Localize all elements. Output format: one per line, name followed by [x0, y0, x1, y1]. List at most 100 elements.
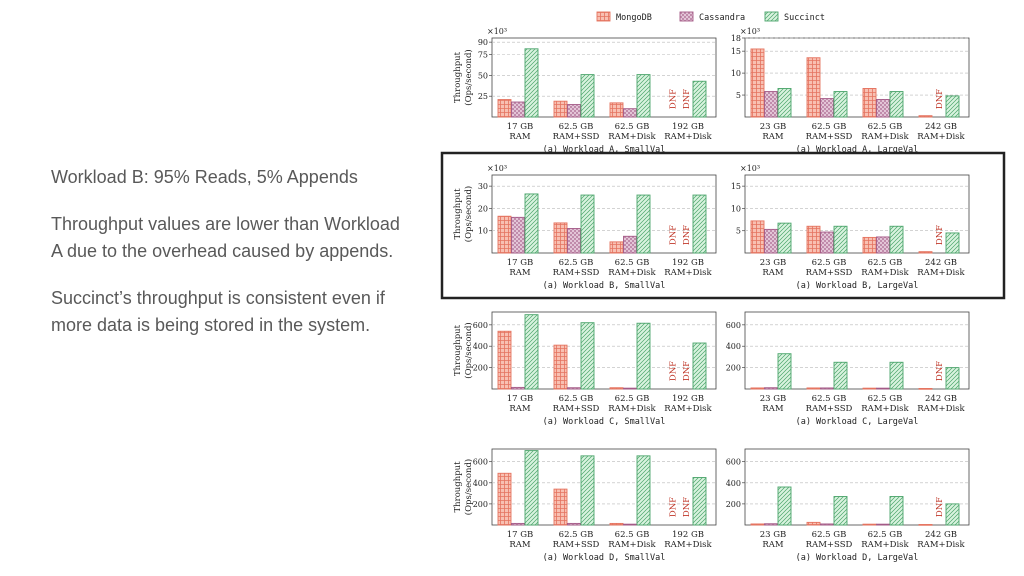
bar-cassandra	[511, 101, 525, 118]
bar-mongodb	[553, 488, 568, 526]
y-tick-label: 5	[736, 91, 741, 100]
y-tick-label: 20	[478, 204, 488, 213]
y-tick-label: 18	[731, 34, 741, 43]
bar-mongodb	[862, 523, 877, 526]
dnf-label: DNF	[669, 89, 679, 109]
y-tick-label: 200	[726, 500, 741, 509]
bar-succinct	[524, 450, 539, 526]
bar-mongodb	[497, 99, 512, 118]
x-category-sublabel: RAM+Disk	[608, 404, 656, 414]
dnf-label: DNF	[682, 89, 692, 109]
y-axis-label: Throughput	[453, 188, 463, 240]
x-category-label: 17 GB	[507, 530, 534, 540]
x-category-sublabel: RAM	[509, 404, 531, 414]
x-category-label: 62.5 GB	[559, 394, 594, 404]
x-category-label: 62.5 GB	[868, 122, 903, 132]
dnf-label: DNF	[669, 497, 679, 517]
x-category-sublabel: RAM+SSD	[553, 404, 600, 414]
bar-mongodb	[750, 220, 765, 254]
x-category-label: 242 GB	[925, 122, 957, 132]
y-tick-label: 10	[731, 204, 741, 213]
chart-caption: (a) Workload B, LargeVal	[796, 281, 919, 291]
legend-label: Cassandra	[699, 13, 745, 23]
dnf-label: DNF	[669, 225, 679, 245]
y-tick-label: 75	[478, 51, 488, 60]
bar-cassandra	[567, 522, 581, 526]
chart-caption: (a) Workload C, LargeVal	[796, 417, 919, 427]
x-category-label: 62.5 GB	[559, 122, 594, 132]
bar-cassandra	[820, 231, 834, 254]
bar-cassandra	[820, 98, 834, 118]
slide-text: Workload B: 95% Reads, 5% Appends Throug…	[51, 164, 411, 359]
workload-b-highlight-box	[440, 151, 1006, 300]
x-category-label: 62.5 GB	[868, 258, 903, 268]
bar-succinct	[777, 88, 792, 118]
x-category-label: 62.5 GB	[615, 530, 650, 540]
x-category-label: 242 GB	[925, 394, 957, 404]
bar-succinct	[524, 48, 539, 118]
bar-succinct	[777, 486, 792, 526]
bar-cassandra	[876, 98, 890, 118]
dnf-label: DNF	[935, 361, 945, 381]
y-tick-label: 15	[731, 47, 741, 56]
x-category-label: 17 GB	[507, 258, 534, 268]
bar-succinct	[636, 74, 651, 118]
bar-succinct	[636, 455, 651, 526]
y-tick-label: 10	[731, 69, 741, 78]
bar-succinct	[889, 91, 904, 118]
bar-succinct	[945, 503, 960, 526]
bar-cassandra	[511, 386, 525, 390]
bar-succinct	[692, 80, 707, 118]
bar-cassandra	[764, 228, 778, 254]
x-category-sublabel: RAM+Disk	[608, 540, 656, 550]
y-multiplier: ×10³	[487, 27, 507, 36]
legend-item-succinct: Succinct	[764, 11, 825, 23]
bar-cassandra	[764, 523, 778, 526]
bar-succinct	[833, 225, 848, 254]
dnf-label: DNF	[682, 497, 692, 517]
y-axis-label-units: (Ops/second)	[463, 186, 474, 242]
bar-cassandra	[820, 523, 834, 526]
x-category-sublabel: RAM+SSD	[553, 540, 600, 550]
bar-mongodb	[750, 523, 765, 526]
x-category-sublabel: RAM+Disk	[861, 268, 909, 278]
slide-paragraph-consistency: Succinct’s throughput is consistent even…	[51, 288, 385, 335]
bar-cassandra	[764, 387, 778, 390]
x-category-label: 17 GB	[507, 122, 534, 132]
bar-cassandra	[623, 523, 637, 526]
x-category-label: 192 GB	[672, 530, 704, 540]
x-category-sublabel: RAM	[509, 132, 531, 142]
x-category-sublabel: RAM+SSD	[806, 132, 853, 142]
bar-cassandra	[764, 91, 778, 118]
bar-mongodb	[806, 521, 821, 526]
x-category-sublabel: RAM+SSD	[553, 132, 600, 142]
y-multiplier: ×10³	[740, 27, 760, 36]
bar-mongodb	[806, 225, 821, 254]
dnf-label: DNF	[935, 225, 945, 245]
chart-caption: (a) Workload A, LargeVal	[796, 145, 919, 155]
bar-succinct	[580, 194, 595, 254]
x-category-sublabel: RAM+Disk	[917, 132, 965, 142]
y-tick-label: 600	[726, 458, 741, 467]
x-category-sublabel: RAM+Disk	[664, 268, 712, 278]
y-axis-label: Throughput	[453, 324, 463, 376]
dnf-label: DNF	[935, 89, 945, 109]
bar-succinct	[636, 194, 651, 254]
y-axis-label: Throughput	[453, 461, 463, 513]
x-category-sublabel: RAM	[762, 404, 784, 414]
x-category-label: 62.5 GB	[812, 258, 847, 268]
x-category-label: 242 GB	[925, 258, 957, 268]
x-category-sublabel: RAM	[762, 268, 784, 278]
bar-mongodb	[497, 215, 512, 254]
y-tick-label: 400	[726, 479, 741, 488]
x-category-label: 62.5 GB	[812, 530, 847, 540]
slide-heading: Workload B: 95% Reads, 5% Appends	[51, 167, 358, 187]
bar-succinct	[580, 74, 595, 118]
